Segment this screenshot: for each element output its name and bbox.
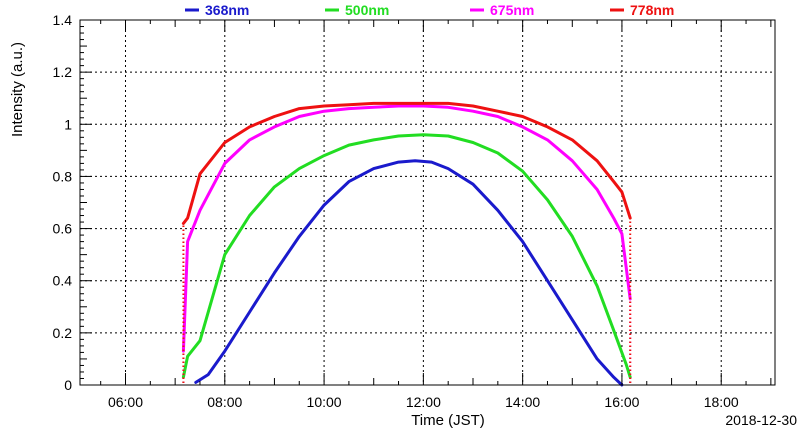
x-tick-label: 16:00 [604,394,639,410]
series-line-778nm [181,101,632,225]
tick-labels: 06:00 08:00 10:00 12:00 14:00 16:00 18:00 0 0.2 0… [53,12,739,410]
y-tick-label: 0.6 [53,221,73,237]
x-tick-label: 18:00 [704,394,739,410]
y-tick-label: 0.4 [53,273,73,289]
y-tick-label: 0.8 [53,168,73,184]
series-line-675nm [181,104,632,353]
series-line-368nm [194,159,624,387]
axes [79,19,776,386]
y-tick-label: 0.2 [53,325,73,341]
y-tick-label: 1.2 [53,64,73,80]
legend-label-368nm: 368nm [205,2,249,18]
legend-label-500nm: 500nm [345,2,389,18]
x-tick-label: 12:00 [406,394,441,410]
legend-label-778nm: 778nm [630,2,674,18]
series-layer [181,101,632,387]
x-tick-label: 08:00 [207,394,242,410]
x-axis-title: Time (JST) [411,412,485,429]
legend-label-675nm: 675nm [490,2,534,18]
series-line-500nm [181,133,632,379]
y-tick-label: 1.4 [53,12,73,28]
grid-lines [80,20,775,385]
y-axis-title: Intensity (a.u.) [9,42,26,137]
y-tick-label: 0 [64,377,72,393]
x-tick-label: 10:00 [307,394,342,410]
x-tick-label: 06:00 [108,394,143,410]
legend: 368nm 500nm 675nm 778nm [185,2,674,18]
y-tick-label: 1 [64,116,72,132]
date-label: 2018-12-30 [725,412,797,428]
x-tick-label: 14:00 [505,394,540,410]
